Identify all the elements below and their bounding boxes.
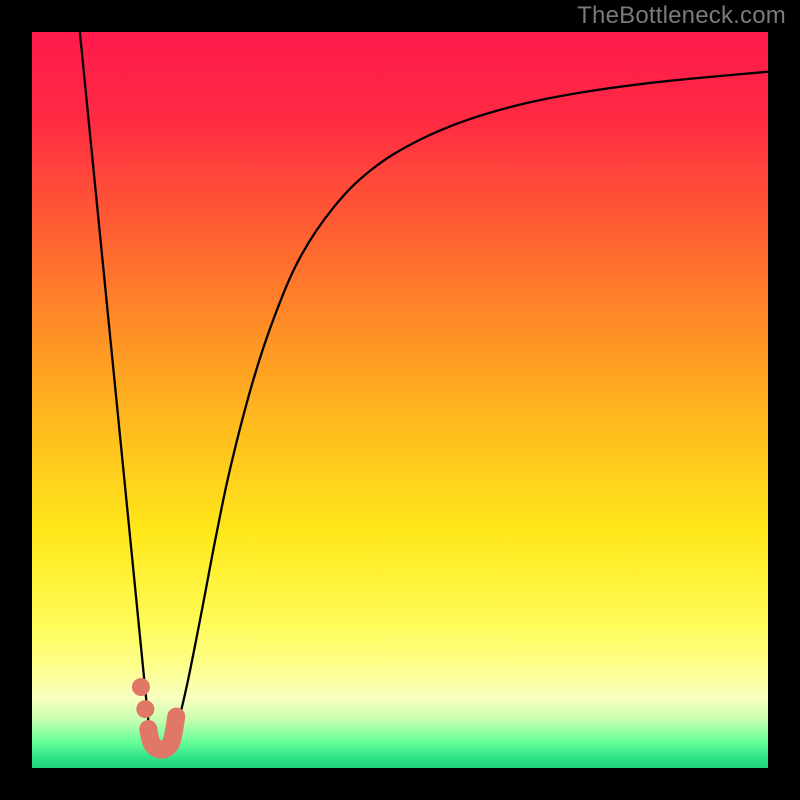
chart-svg [0, 0, 800, 800]
chart-container: TheBottleneck.com [0, 0, 800, 800]
watermark-text: TheBottleneck.com [577, 2, 786, 30]
